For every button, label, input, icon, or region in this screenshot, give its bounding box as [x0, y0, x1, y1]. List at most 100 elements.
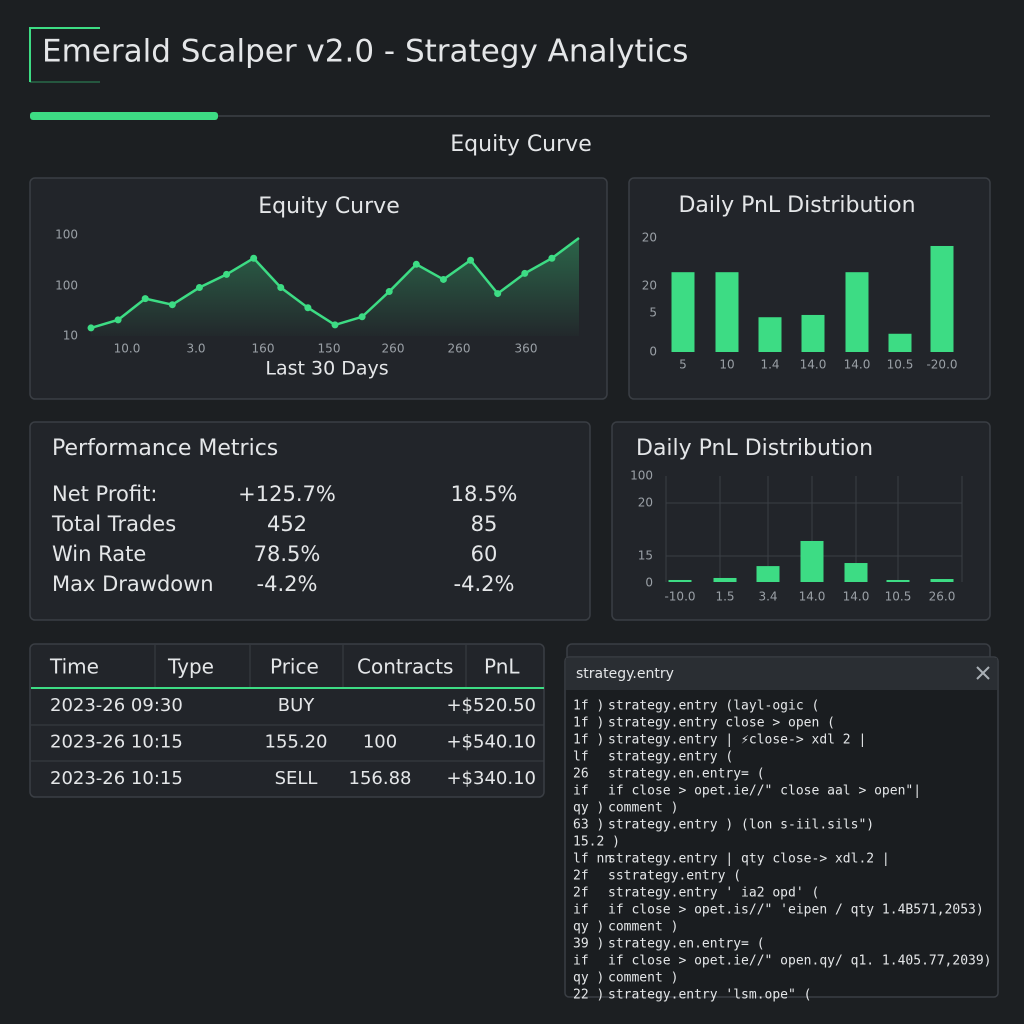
- equity-point: [223, 270, 231, 278]
- bar: [930, 245, 954, 352]
- table-cell: +$340.10: [446, 768, 536, 789]
- trades-panel: [29, 643, 545, 798]
- metric-cell: +125.7%: [238, 482, 336, 506]
- code-line: sstrategy.entry (: [608, 869, 741, 884]
- code-line: strategy.entry close > open (: [608, 716, 835, 731]
- table-cell: +$540.10: [446, 732, 536, 753]
- x-label: 26.0: [929, 590, 956, 604]
- code-line: comment ): [608, 971, 678, 986]
- x-label: 10.5: [887, 358, 914, 372]
- equity-point: [358, 313, 366, 321]
- table-cell: 100: [363, 732, 397, 753]
- code-line: strategy.entry | ⚡close-> xdl 2 |: [608, 733, 866, 748]
- header-frame: [29, 27, 100, 82]
- bar: [671, 272, 695, 352]
- code-gutter: if: [573, 903, 589, 918]
- x-label: 14.0: [800, 358, 827, 372]
- metric-cell: 60: [471, 542, 498, 566]
- equity-panel: [29, 177, 608, 400]
- x-label: 5: [679, 358, 687, 372]
- y-label: 100: [55, 228, 78, 242]
- chart-title: Daily PnL Distribution: [636, 436, 873, 461]
- code-gutter: 1f ): [573, 733, 604, 748]
- code-line: if close > opet.ie//" close aal > open"|: [608, 784, 921, 799]
- code-line: strategy.entry (layl-ogic (: [608, 699, 819, 714]
- code-gutter: 63 ): [573, 818, 604, 833]
- equity-point: [494, 290, 502, 298]
- code-gutter: qy ): [573, 971, 604, 986]
- code-gutter: 39 ): [573, 937, 604, 952]
- metric-cell: 18.5%: [451, 482, 518, 506]
- code-gutter: if: [573, 784, 589, 799]
- bar: [713, 577, 737, 582]
- bar: [715, 272, 739, 352]
- x-label: 150: [318, 342, 341, 356]
- equity-point: [141, 295, 149, 303]
- metrics-panel: [29, 421, 591, 621]
- x-label: 14.0: [843, 590, 870, 604]
- equity-point: [195, 284, 203, 292]
- equity-point: [521, 269, 529, 277]
- code-line: if close > opet.is//" 'eipen / qty 1.4B5…: [608, 903, 984, 918]
- code-gutter: if: [573, 954, 589, 969]
- bar: [844, 563, 868, 582]
- pnl-panel-2: [611, 421, 991, 621]
- code-line: strategy.entry ' ia2 opd' (: [608, 886, 819, 901]
- table-cell: 2023-26 10:15: [50, 732, 183, 753]
- y-label: 100: [55, 279, 78, 293]
- x-label: 360: [515, 342, 538, 356]
- bar: [668, 579, 692, 582]
- x-label: 1.4: [760, 358, 779, 372]
- table-header: PnL: [484, 655, 520, 679]
- bar: [930, 579, 954, 582]
- y-label: 0: [645, 576, 653, 590]
- x-label: 260: [448, 342, 471, 356]
- table-cell: SELL: [275, 768, 318, 789]
- x-label: 10.5: [885, 590, 912, 604]
- code-line: comment ): [608, 920, 678, 935]
- metrics-title: Performance Metrics: [52, 436, 278, 461]
- code-gutter: 2f: [573, 869, 589, 884]
- table-header: Price: [270, 655, 319, 679]
- code-line: if close > opet.ie//" open.qy/ q1. 1.405…: [608, 954, 992, 969]
- y-label: 15: [638, 549, 653, 563]
- metric-cell: 85: [471, 512, 498, 536]
- y-label: 20: [642, 231, 657, 245]
- x-label: 160: [252, 342, 275, 356]
- code-gutter: 1f ): [573, 699, 604, 714]
- table-cell: 2023-26 10:15: [50, 768, 183, 789]
- code-line: strategy.entry ) (lon s-iil.sils"): [608, 818, 874, 833]
- y-label: 5: [649, 306, 657, 320]
- code-gutter: 15.2 ): [573, 835, 620, 850]
- metric-cell: Total Trades: [51, 512, 176, 536]
- code-gutter: 26: [573, 767, 589, 782]
- table-cell: 155.20: [265, 732, 328, 753]
- table-header: Time: [49, 655, 99, 679]
- close-icon[interactable]: [976, 666, 990, 680]
- code-gutter: lf nn: [573, 852, 612, 867]
- code-gutter: 1f ): [573, 716, 604, 731]
- metric-cell: 78.5%: [254, 542, 321, 566]
- header-title: Emerald Scalper v2.0 - Strategy Analytic…: [42, 34, 688, 70]
- equity-point: [87, 324, 95, 332]
- equity-point: [168, 301, 176, 309]
- equity-point: [385, 288, 393, 296]
- metric-cell: 452: [267, 512, 307, 536]
- y-label: 20: [638, 496, 653, 510]
- x-label: 1.5: [715, 590, 734, 604]
- bar: [758, 317, 782, 352]
- equity-point: [331, 321, 339, 329]
- x-label: 260: [382, 342, 405, 356]
- equity-point: [467, 256, 475, 264]
- equity-point: [114, 316, 122, 324]
- code-panel-header: [566, 658, 997, 690]
- equity-point: [277, 284, 285, 292]
- y-label: 0: [649, 345, 657, 359]
- table-cell: BUY: [278, 695, 316, 716]
- equity-area: [91, 238, 579, 336]
- table-cell: 156.88: [349, 768, 412, 789]
- bar: [888, 333, 912, 352]
- code-gutter: qy ): [573, 920, 604, 935]
- y-label: 100: [630, 469, 653, 483]
- x-label: 3.4: [758, 590, 777, 604]
